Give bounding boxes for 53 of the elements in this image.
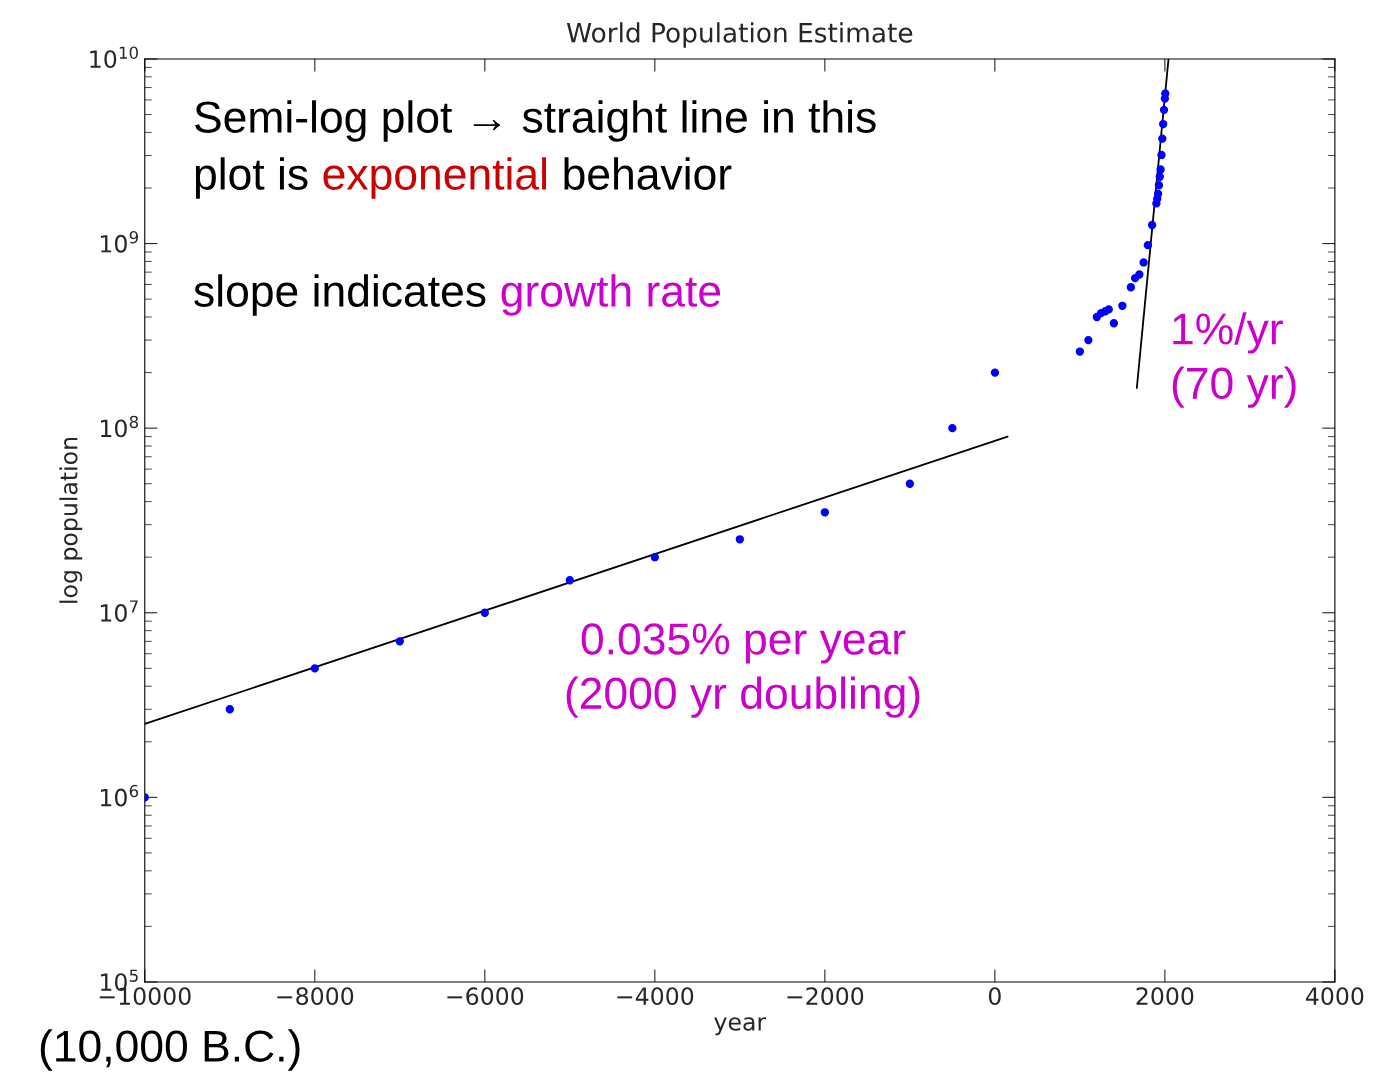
y-axis-title: log population [59,437,83,603]
y-tick-label: 10$^{7}$ [100,600,138,622]
x-tick-label: 2000 [1136,987,1194,1006]
point [225,705,234,714]
point [1118,301,1127,310]
point [1139,258,1148,267]
annotation: behavior [564,157,732,190]
annotation: plot is [195,157,308,199]
y-tick-label: 10$^{6}$ [100,784,139,807]
x-tick-label: −2000 [787,987,864,1006]
annotation: exponential [323,157,546,199]
point [480,608,489,617]
annotation: 1%/yr (70 yr) [1172,312,1296,408]
annotation: Semi-log plot → straight line in this [195,100,876,142]
point [1153,189,1163,198]
point [948,423,957,433]
point [1155,172,1164,181]
point [1161,89,1170,98]
point [820,508,830,517]
point [735,535,744,544]
x-tick-label: 0 [988,987,1001,1006]
y-tick-label: 10$^{10}$ [90,46,138,69]
annotation: slope indicates [194,274,486,316]
point [1159,105,1169,115]
point [1135,270,1144,279]
annotation: growth rate [501,274,721,316]
x-tick-label: −4000 [617,987,694,1006]
point [1147,220,1157,230]
x-tick-label: −6000 [447,987,524,1006]
x-axis-title: year [714,1017,767,1036]
point [565,576,574,585]
point [990,368,1000,377]
point [650,553,659,562]
point [1084,335,1093,345]
point [1157,150,1166,160]
point [310,664,319,673]
point [1143,241,1153,250]
point [395,637,404,646]
annotation: 0.035% per year (2000 yr doubling) [566,623,920,718]
point [1158,134,1167,143]
point [1158,119,1168,129]
point [1126,283,1136,292]
point [1109,319,1119,328]
point [1156,165,1165,174]
y-tick-label: 10$^{9}$ [100,231,138,253]
y-tick-label: 10$^{8}$ [100,415,139,438]
chart-title: World Population Estimate [566,22,913,48]
point [905,479,915,488]
point [1154,181,1164,190]
x-tick-label: −8000 [277,987,354,1006]
x-tick-label: 4000 [1305,987,1364,1006]
text: (10,000 B.C.) [40,1029,300,1071]
point [1075,347,1085,356]
